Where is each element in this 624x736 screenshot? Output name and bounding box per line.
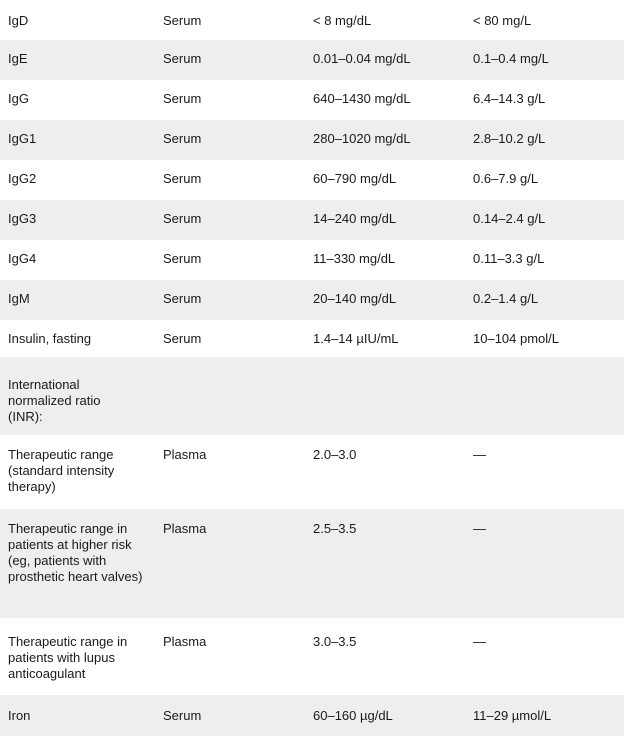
test-name: IgD bbox=[8, 13, 29, 28]
table-row: International normalized ratio (INR): bbox=[0, 357, 624, 435]
si-range bbox=[465, 357, 624, 435]
si-range: 0.1–0.4 mg/L bbox=[465, 40, 624, 80]
specimen bbox=[155, 357, 305, 435]
si-range: 2.8–10.2 g/L bbox=[465, 120, 624, 160]
test-name: IgG1 bbox=[0, 120, 155, 160]
specimen: Plasma bbox=[163, 634, 207, 649]
table-row: Therapeutic range (standard intensity th… bbox=[0, 435, 624, 509]
test-name: Iron bbox=[0, 695, 155, 736]
specimen: Serum bbox=[155, 695, 305, 736]
si-range: — bbox=[465, 509, 624, 618]
test-name: Insulin, fasting bbox=[8, 331, 92, 346]
test-name: Therapeutic range in patients with lupus… bbox=[8, 634, 128, 681]
table-row: IgG2 Serum 60–790 mg/dL 0.6–7.9 g/L bbox=[0, 160, 624, 200]
si-range: 11–29 µmol/L bbox=[465, 695, 624, 736]
conventional-range: 11–330 mg/dL bbox=[313, 251, 396, 266]
conventional-range: 60–160 µg/dL bbox=[305, 695, 465, 736]
table-row: IgG Serum 640–1430 mg/dL 6.4–14.3 g/L bbox=[0, 80, 624, 120]
si-range: — bbox=[473, 447, 486, 462]
specimen: Serum bbox=[155, 40, 305, 80]
specimen: Plasma bbox=[155, 509, 305, 618]
conventional-range bbox=[305, 357, 465, 435]
table-row: Iron Serum 60–160 µg/dL 11–29 µmol/L bbox=[0, 695, 624, 736]
test-name: International normalized ratio (INR): bbox=[0, 357, 155, 435]
specimen: Serum bbox=[163, 331, 202, 346]
si-range: 0.11–3.3 g/L bbox=[473, 251, 545, 266]
si-range: 6.4–14.3 g/L bbox=[473, 91, 546, 106]
test-name: Therapeutic range in patients at higher … bbox=[0, 509, 155, 618]
conventional-range: < 8 mg/dL bbox=[313, 13, 372, 28]
conventional-range: 640–1430 mg/dL bbox=[313, 91, 411, 106]
si-range: 10–104 pmol/L bbox=[473, 331, 560, 346]
test-name: IgG2 bbox=[8, 171, 37, 186]
test-name: Therapeutic range (standard intensity th… bbox=[8, 447, 115, 494]
specimen: Serum bbox=[155, 200, 305, 240]
si-range: 0.14–2.4 g/L bbox=[465, 200, 624, 240]
conventional-range: 3.0–3.5 bbox=[313, 634, 357, 649]
conventional-range: 60–790 mg/dL bbox=[313, 171, 397, 186]
specimen: Serum bbox=[163, 91, 202, 106]
test-name: IgM bbox=[0, 280, 155, 320]
table-row: IgG3 Serum 14–240 mg/dL 0.14–2.4 g/L bbox=[0, 200, 624, 240]
table-row: IgG1 Serum 280–1020 mg/dL 2.8–10.2 g/L bbox=[0, 120, 624, 160]
si-range: 0.2–1.4 g/L bbox=[465, 280, 624, 320]
specimen: Serum bbox=[155, 280, 305, 320]
test-name: IgG4 bbox=[8, 251, 37, 266]
conventional-range: 280–1020 mg/dL bbox=[305, 120, 465, 160]
conventional-range: 14–240 mg/dL bbox=[305, 200, 465, 240]
si-range: < 80 mg/L bbox=[473, 13, 532, 28]
specimen: Serum bbox=[163, 251, 202, 266]
table-row: Therapeutic range in patients at higher … bbox=[0, 509, 624, 618]
test-name: IgG3 bbox=[0, 200, 155, 240]
table-row: IgG4 Serum 11–330 mg/dL 0.11–3.3 g/L bbox=[0, 240, 624, 280]
conventional-range: 1.4–14 µIU/mL bbox=[313, 331, 399, 346]
si-range: 0.6–7.9 g/L bbox=[473, 171, 539, 186]
conventional-range: 20–140 mg/dL bbox=[305, 280, 465, 320]
specimen: Serum bbox=[155, 120, 305, 160]
conventional-range: 0.01–0.04 mg/dL bbox=[305, 40, 465, 80]
specimen: Serum bbox=[163, 171, 202, 186]
table-row: Insulin, fasting Serum 1.4–14 µIU/mL 10–… bbox=[0, 320, 624, 357]
test-name: IgE bbox=[0, 40, 155, 80]
specimen: Serum bbox=[163, 13, 202, 28]
table-row: Therapeutic range in patients with lupus… bbox=[0, 618, 624, 695]
test-name: IgG bbox=[8, 91, 29, 106]
table-row: IgE Serum 0.01–0.04 mg/dL 0.1–0.4 mg/L bbox=[0, 40, 624, 80]
si-range: — bbox=[473, 634, 486, 649]
conventional-range: 2.0–3.0 bbox=[313, 447, 357, 462]
table-row: IgM Serum 20–140 mg/dL 0.2–1.4 g/L bbox=[0, 280, 624, 320]
specimen: Plasma bbox=[163, 447, 207, 462]
conventional-range: 2.5–3.5 bbox=[305, 509, 465, 618]
table-row: IgD Serum < 8 mg/dL < 80 mg/L bbox=[0, 0, 624, 40]
